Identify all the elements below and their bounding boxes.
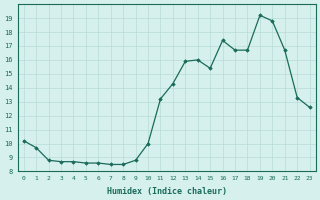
X-axis label: Humidex (Indice chaleur): Humidex (Indice chaleur) xyxy=(107,187,227,196)
